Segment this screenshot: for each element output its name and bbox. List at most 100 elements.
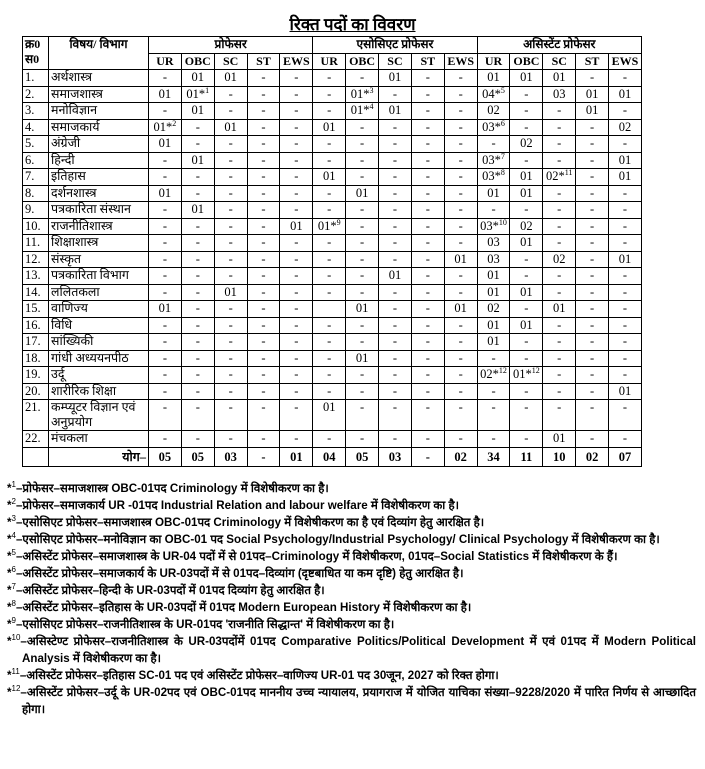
vacancy-cell: - [542,102,577,120]
vacancy-cell: - [378,333,412,351]
subject-name: शारीरिक शिक्षा [48,382,149,400]
vacancy-cell: - [542,333,577,351]
vacancy-cell: - [246,300,281,318]
footnote-ref: 7 [500,151,505,161]
category-header: OBC [345,52,380,70]
header-row-groups: क्र0 स0 विषय/ विभाग प्रोफेसर एसोसिएट प्रोफे… [22,36,643,70]
vacancy-cell: - [213,234,248,252]
table-row: 6. हिन्दी -01- - - - - - - -03*7- - -01 [22,151,642,169]
vacancy-cell: - [213,382,248,400]
vacancy-cell: - [476,201,511,219]
vacancy-cell: - [443,102,478,120]
vacancy-cell: 04*5 [476,85,511,103]
footnote: *5–असिस्टेंट प्रोफेसर–समाजशास्त्र के UR-… [4,548,696,565]
vacancy-cell: 01*2 [148,118,182,136]
vacancy-cell: - [509,250,544,268]
vacancy-cell: 02 [608,118,642,136]
subject-name: मनोविज्ञान [48,102,149,120]
row-number: 11. [22,234,49,252]
vacancy-cell: - [410,430,445,448]
vacancy-cell: - [246,118,281,136]
vacancy-cell: - [509,333,544,351]
vacancy-cell: - [279,250,314,268]
subject-name: गांधी अध्ययनपीठ [48,349,149,367]
footnote-mark: * [7,533,12,546]
row-number: 20. [22,382,49,400]
footnote-number: 1 [11,480,16,490]
footnote-ref: 10 [498,217,507,227]
total-value: - [410,446,445,467]
vacancy-cell: - [608,69,642,87]
vacancy-cell: - [246,217,281,235]
vacancy-cell: - [542,118,577,136]
vacancy-cell: - [410,366,445,384]
vacancy-cell: - [213,399,248,431]
vacancy-cell: - [378,283,412,301]
subject-name: सांख्यिकी [48,333,149,351]
vacancy-cell: - [608,283,642,301]
table-row: 2. समाजशास्त्र 01 01*1- - - -01*3- - -04*5-03 01 0… [22,85,642,103]
vacancy-cell: 01 [509,184,544,202]
vacancy-cell: - [443,366,478,384]
vacancy-cell: - [148,283,182,301]
subject-name: इतिहास [48,168,149,186]
vacancy-cell: 01 [148,85,182,103]
row-number: 8. [22,184,49,202]
vacancy-cell: - [410,201,445,219]
row-number: 18. [22,349,49,367]
sno-header: क्र0 स0 [22,36,49,70]
total-value: 07 [608,446,642,467]
subject-name: हिन्दी [48,151,149,169]
vacancy-cell: - [279,399,314,431]
subject-name: राजनीतिशास्त्र [48,217,149,235]
footnote-text: –असिस्टेंट प्रोफेसर–समाजकार्य के UR-03पद… [15,567,464,580]
vacancy-cell: - [542,151,577,169]
vacancy-cell: - [608,135,642,153]
vacancy-cell: 01 [213,118,248,136]
vacancy-cell: - [443,118,478,136]
vacancy-cell: - [608,217,642,235]
footnote: *4–एसोसिएट प्रोफेसर–मनोविज्ञान का OBC-01… [4,531,696,548]
footnote-ref: 11 [564,167,573,177]
vacancy-cell: - [410,118,445,136]
vacancy-cell: 01 [180,102,215,120]
vacancy-cell: - [608,349,642,367]
footnote: *7–असिस्टेंट प्रोफेसर–हिन्दी के UR-03पदो… [4,582,696,599]
vacancy-cell: - [312,151,347,169]
footnote-text: –असिस्टेंट प्रोफेसर–उर्दू के UR-02पद एवं… [20,686,696,716]
row-number: 15. [22,300,49,318]
header-row-categories: UR OBC SC ST EWS UR OBC SC ST EWS UR OBC SC ST EWS [23,52,642,70]
footnote-number: 2 [11,497,16,507]
footnote: *6–असिस्टेंट प्रोफेसर–समाजकार्य के UR-03… [4,565,696,582]
vacancy-cell: 02 [509,217,544,235]
total-value: 05 [180,446,215,467]
total-value: 10 [542,446,577,467]
vacancy-cell: - [213,135,248,153]
row-number: 16. [22,316,49,334]
vacancy-table: क्र0 स0 विषय/ विभाग प्रोफेसर एसोसिएट प्रोफे… [22,36,643,467]
table-row: 5. अंग्रेजी 01- - - - - - - - - -02- - - [22,135,642,153]
vacancy-cell: 03*10 [476,217,511,235]
vacancy-cell: - [378,135,412,153]
vacancy-cell: - [345,217,380,235]
vacancy-cell: - [443,316,478,334]
vacancy-cell: - [410,168,445,186]
vacancy-cell: - [246,349,281,367]
vacancy-cell: - [148,250,182,268]
vacancy-cell: 01 [213,69,248,87]
footnote-number: 7 [11,582,16,592]
vacancy-cell: - [575,333,610,351]
vacancy-cell: 01 [279,217,314,235]
vacancy-cell: 02 [542,250,577,268]
vacancy-cell: 01*3 [345,85,380,103]
vacancy-cell: - [443,168,478,186]
row-number: 13. [22,267,49,285]
category-header: ST [575,52,610,70]
footnote-number: 9 [11,616,16,626]
vacancy-cell: - [410,151,445,169]
category-header: SC [213,52,248,70]
vacancy-cell: - [443,201,478,219]
vacancy-cell: - [246,250,281,268]
subject-name: अंग्रेजी [48,135,149,153]
vacancy-cell: - [509,382,544,400]
